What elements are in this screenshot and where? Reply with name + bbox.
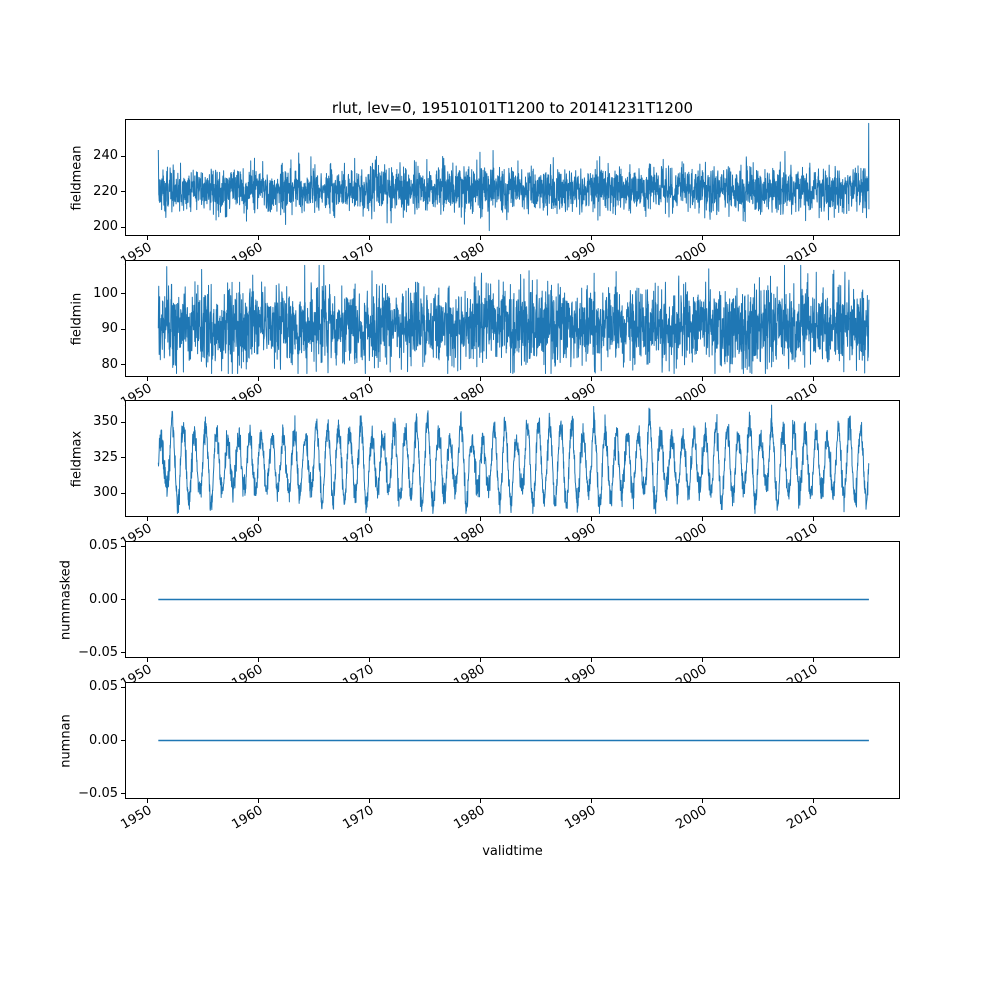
subplot-fieldmax: fieldmax 300 325 350 1950 1960 1970 1980 1990 20…: [69, 400, 900, 551]
y-tick-mark: [121, 226, 125, 228]
chart-title: rlut, lev=0, 19510101T1200 to 20141231T1…: [331, 99, 694, 117]
y-tick-mark: [121, 155, 125, 157]
x-tick-mark: [479, 377, 481, 381]
x-tick-mark: [368, 377, 370, 381]
x-tick-mark: [479, 658, 481, 662]
x-tick-mark: [812, 799, 814, 803]
x-tick-mark: [590, 658, 592, 662]
line-series-nummasked: [125, 541, 900, 658]
y-tick-mark: [121, 293, 125, 295]
x-tick-mark: [479, 236, 481, 240]
y-axis-label-fieldmean: fieldmean: [69, 145, 84, 210]
x-tick-mark: [812, 377, 814, 381]
y-tick-label: 220: [93, 183, 118, 199]
x-tick-mark: [146, 377, 148, 381]
y-tick-mark: [121, 364, 125, 366]
y-tick-label: 300: [93, 485, 118, 501]
y-tick-mark: [121, 457, 125, 459]
x-tick-mark: [368, 517, 370, 521]
y-tick-mark: [121, 191, 125, 193]
y-tick-label: 100: [93, 285, 118, 301]
x-tick-mark: [368, 658, 370, 662]
y-tick-label: −0.05: [78, 644, 118, 660]
x-tick-mark: [701, 517, 703, 521]
subplot-nummasked: nummasked −0.05 0.00 0.05 1950 1960 1970 1980 1…: [58, 538, 900, 692]
x-tick-mark: [590, 799, 592, 803]
x-tick-mark: [701, 658, 703, 662]
x-tick-mark: [479, 799, 481, 803]
x-tick-mark: [701, 236, 703, 240]
y-tick-label: 90: [101, 321, 118, 337]
y-tick-mark: [121, 599, 125, 600]
subplot-fieldmean: fieldmean 200 220 240 1950 1960 1970 1980 1990 2…: [69, 119, 900, 270]
x-tick-mark: [590, 377, 592, 381]
line-series-numnan: [125, 682, 900, 799]
subplot-numnan: numnan −0.05 0.00 0.05 1950 1960 1970 1980 1990…: [58, 679, 900, 833]
line-series-fieldmax: [125, 400, 900, 517]
y-tick-label: 350: [93, 414, 118, 430]
x-tick-label: 1990: [562, 803, 599, 833]
x-axis-label: validtime: [482, 844, 543, 859]
x-tick-mark: [146, 236, 148, 240]
x-tick-mark: [257, 377, 259, 381]
x-tick-mark: [257, 236, 259, 240]
x-tick-mark: [479, 517, 481, 521]
y-tick-label: 80: [101, 356, 118, 372]
x-tick-label: 2000: [673, 803, 710, 833]
x-tick-mark: [590, 517, 592, 521]
x-tick-mark: [590, 236, 592, 240]
y-tick-label: 0.00: [89, 732, 118, 748]
line-series-fieldmean: [125, 119, 900, 236]
x-tick-mark: [368, 799, 370, 803]
x-tick-mark: [701, 377, 703, 381]
y-tick-label: 0.05: [89, 679, 118, 695]
line-series-fieldmin: [125, 260, 900, 377]
x-tick-mark: [146, 517, 148, 521]
x-tick-label: 1950: [118, 803, 155, 833]
y-tick-label: 0.00: [89, 591, 118, 607]
y-tick-label: 200: [93, 219, 118, 235]
y-tick-label: 325: [93, 449, 118, 465]
y-tick-mark: [121, 328, 125, 330]
y-tick-label: 0.05: [89, 538, 118, 554]
y-axis-label-numnan: numnan: [58, 713, 73, 768]
y-tick-mark: [121, 545, 125, 547]
subplot-fieldmin: fieldmin 80 90 100 1950 1960 1970 1980 1990 2000…: [69, 260, 900, 411]
x-tick-mark: [257, 658, 259, 662]
y-tick-mark: [121, 421, 125, 423]
x-tick-mark: [812, 517, 814, 521]
x-tick-mark: [812, 658, 814, 662]
x-tick-mark: [146, 658, 148, 662]
y-axis-label-fieldmin: fieldmin: [69, 292, 84, 345]
y-tick-mark: [121, 740, 125, 741]
y-axis-label-fieldmax: fieldmax: [69, 430, 84, 487]
y-tick-mark: [121, 652, 125, 654]
y-tick-mark: [121, 793, 125, 795]
x-tick-mark: [701, 799, 703, 803]
x-tick-label: 2010: [784, 803, 821, 833]
y-tick-mark: [121, 492, 125, 494]
y-tick-mark: [121, 686, 125, 688]
x-tick-mark: [146, 799, 148, 803]
y-axis-label-nummasked: nummasked: [58, 559, 73, 640]
y-tick-label: −0.05: [78, 785, 118, 801]
x-tick-label: 1980: [451, 803, 488, 833]
x-tick-label: 1970: [340, 803, 377, 833]
x-tick-mark: [257, 517, 259, 521]
x-tick-mark: [812, 236, 814, 240]
y-tick-label: 240: [93, 148, 118, 164]
x-tick-mark: [368, 236, 370, 240]
x-tick-label: 1960: [229, 803, 266, 833]
x-tick-mark: [257, 799, 259, 803]
